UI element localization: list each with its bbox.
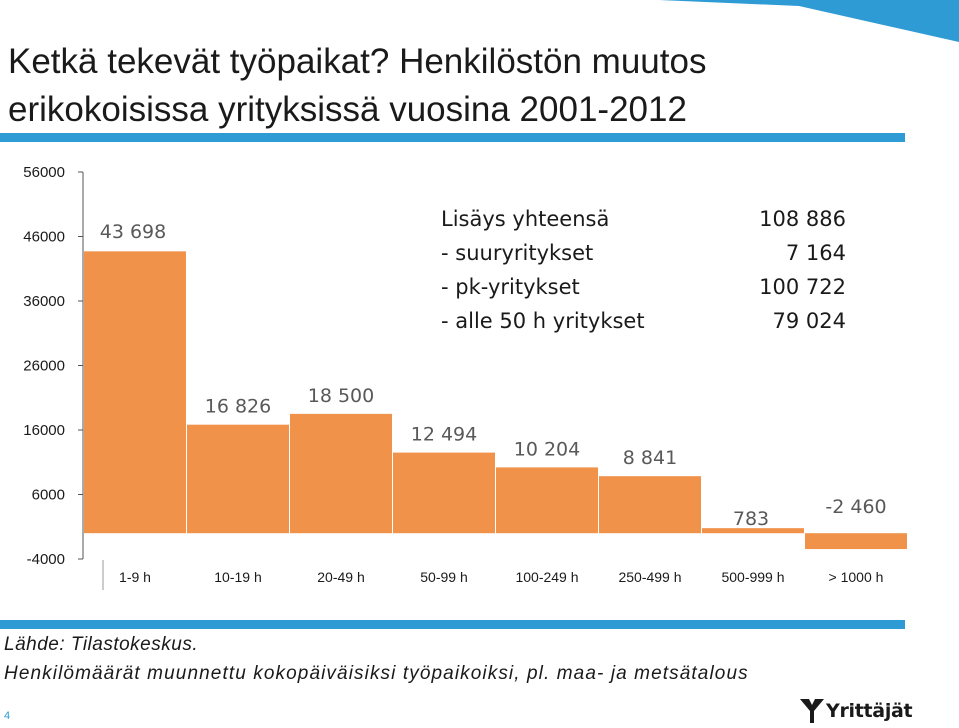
bar bbox=[702, 528, 804, 534]
note-text: Henkilömäärät muunnettu kokopäiväisiksi … bbox=[4, 663, 749, 684]
x-tick-label: 50-99 h bbox=[420, 569, 467, 585]
bar-value-label: 43 698 bbox=[100, 221, 166, 243]
bar bbox=[805, 533, 907, 550]
bar-value-label: 12 494 bbox=[411, 424, 477, 446]
bar bbox=[84, 251, 186, 534]
x-tick-label: > 1000 h bbox=[829, 569, 884, 585]
source-text: Lähde: Tilastokeskus. bbox=[4, 634, 199, 655]
bar-value-label: 16 826 bbox=[205, 396, 271, 418]
bar-value-label: -2 460 bbox=[825, 496, 886, 518]
x-tick-label: 10-19 h bbox=[214, 569, 261, 585]
y-tick-label: -4000 bbox=[27, 551, 65, 568]
bar-value-label: 783 bbox=[733, 508, 769, 530]
y-tick-label: 16000 bbox=[23, 422, 65, 439]
x-tick-label: 500-999 h bbox=[721, 569, 784, 585]
y-axis: 56000 46000 36000 26000 16000 6000 -4000 bbox=[23, 164, 84, 568]
logo-text: Yrittäjät bbox=[826, 700, 913, 722]
corner-accent bbox=[659, 0, 959, 42]
x-tick-label: 100-249 h bbox=[515, 569, 578, 585]
page-title: Ketkä tekevät työpaikat? Henkilöstön muu… bbox=[8, 42, 707, 129]
annotation-value: 100 722 bbox=[759, 275, 846, 299]
footer-divider bbox=[0, 620, 905, 629]
annotation-value: 108 886 bbox=[759, 207, 846, 231]
x-tick-labels: 1-9 h 10-19 h 20-49 h 50-99 h 100-249 h 250-4… bbox=[102, 560, 884, 590]
logo: Yrittäjät bbox=[800, 698, 913, 724]
annotation-label: - pk-yritykset bbox=[441, 275, 580, 299]
bar bbox=[290, 413, 392, 534]
x-tick-label: 20-49 h bbox=[317, 569, 364, 585]
y-tick-label: 46000 bbox=[23, 229, 65, 246]
bar bbox=[187, 424, 289, 534]
total-increase-annotation: Lisäys yhteensä 108 886 - suuryritykset 7 1… bbox=[441, 207, 846, 333]
y-tick-label: 6000 bbox=[32, 487, 65, 504]
bar bbox=[496, 467, 598, 534]
title-divider bbox=[0, 133, 905, 142]
bar bbox=[393, 452, 495, 534]
bar-value-label: 8 841 bbox=[623, 447, 677, 469]
bar bbox=[599, 476, 701, 534]
annotation-label: Lisäys yhteensä bbox=[441, 207, 609, 231]
x-tick-label: 250-499 h bbox=[618, 569, 681, 585]
annotation-value: 79 024 bbox=[773, 309, 846, 333]
yrittajat-logo-icon bbox=[800, 699, 824, 723]
y-tick-label: 36000 bbox=[23, 293, 65, 310]
x-tick-label: 1-9 h bbox=[119, 569, 151, 585]
bar-value-label: 10 204 bbox=[514, 438, 580, 460]
annotation-value: 7 164 bbox=[786, 241, 846, 265]
annotation-label: - suuryritykset bbox=[441, 241, 593, 265]
employment-change-chart: 56000 46000 36000 26000 16000 6000 -4000 43 69… bbox=[23, 164, 907, 590]
bars bbox=[84, 251, 907, 550]
page-number: 4 bbox=[4, 710, 11, 722]
y-tick-label: 26000 bbox=[23, 358, 65, 375]
y-tick-label: 56000 bbox=[23, 164, 65, 181]
value-labels: 43 698 16 826 18 500 12 494 10 204 8 841 783 -2… bbox=[100, 221, 887, 530]
bar-value-label: 18 500 bbox=[308, 385, 374, 407]
annotation-label: - alle 50 h yritykset bbox=[441, 309, 645, 333]
